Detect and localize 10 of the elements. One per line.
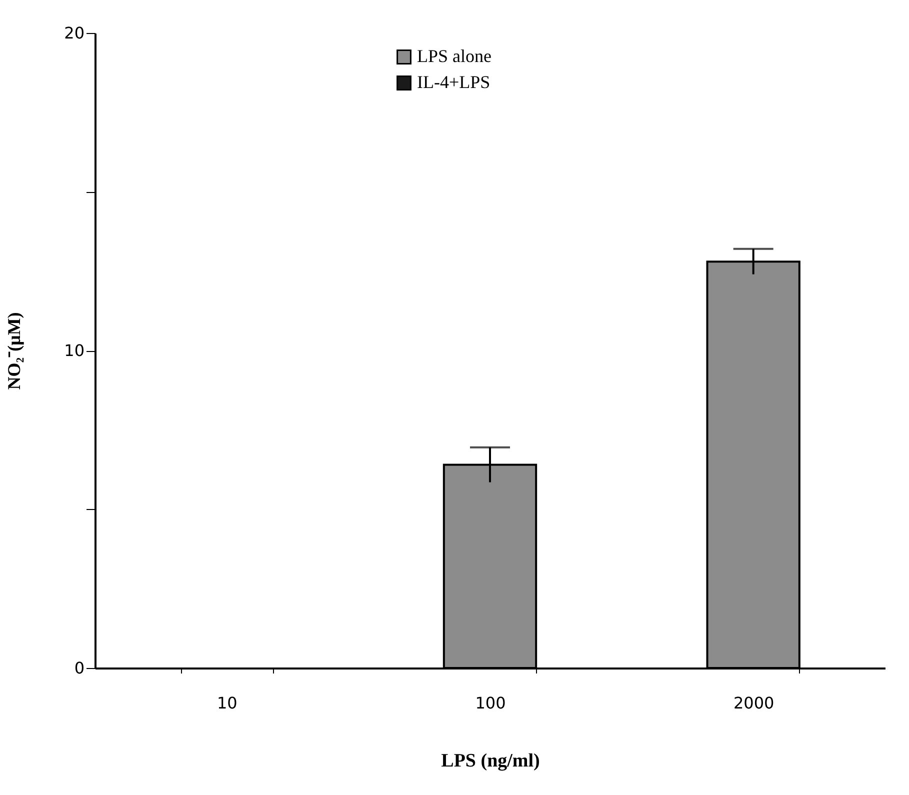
x-tick-label: 10 (216, 694, 238, 712)
legend-label: LPS alone (417, 46, 492, 66)
legend-label: IL-4+LPS (417, 72, 490, 92)
y-tick-label: 0 (74, 658, 84, 678)
x-axis-title: LPS (ng/ml) (441, 750, 540, 772)
y-tick-label: 20 (64, 24, 84, 42)
x-tick-label: 100 (475, 694, 506, 712)
x-tick-label: 2000 (733, 694, 774, 712)
y-tick-label: 10 (64, 341, 84, 360)
y-axis-title: NO₂⁻(μM) (4, 312, 24, 390)
